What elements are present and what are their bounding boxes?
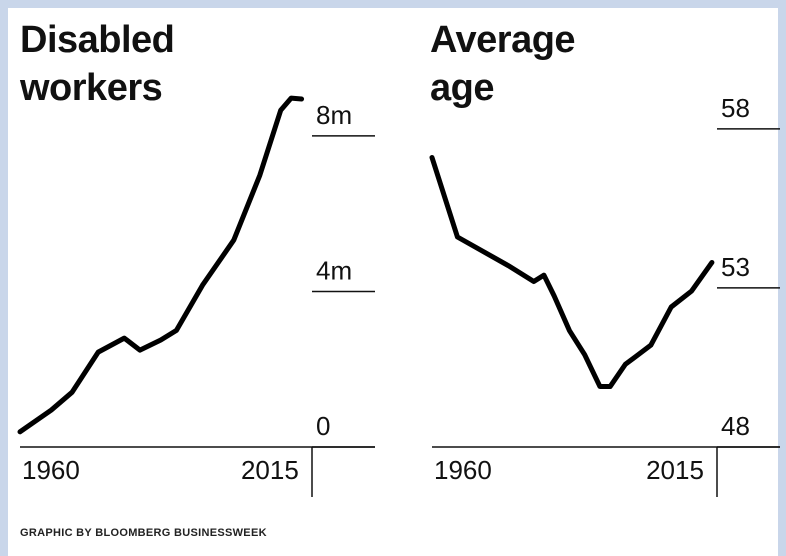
y-tick-label: 48: [721, 411, 750, 441]
background: [8, 8, 778, 556]
x-tick-label: 2015: [646, 455, 704, 485]
y-tick-label: 58: [721, 93, 750, 123]
credit: GRAPHIC BY BLOOMBERG BUSINESSWEEK: [20, 527, 267, 539]
y-tick-label: 53: [721, 252, 750, 282]
data-line: [429, 154, 715, 390]
y-tick-label: 8m: [316, 100, 352, 130]
x-tick-label: 1960: [22, 455, 80, 485]
chart-title: Average age: [430, 19, 576, 109]
x-tick-label: 1960: [434, 455, 492, 485]
y-tick-label: 0: [316, 411, 330, 441]
x-tick-label: 2015: [241, 455, 299, 485]
y-tick-label: 4m: [316, 255, 352, 285]
data-line: [17, 95, 305, 435]
chart-title: Disabled workers: [20, 19, 175, 109]
